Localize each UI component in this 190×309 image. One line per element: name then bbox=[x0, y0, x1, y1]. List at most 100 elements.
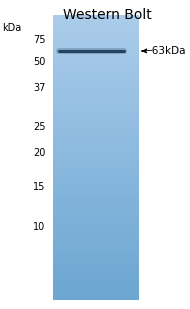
Bar bbox=[53, 134, 139, 136]
Bar bbox=[53, 261, 139, 263]
Bar bbox=[53, 280, 139, 281]
Bar bbox=[53, 132, 139, 133]
Bar bbox=[53, 95, 139, 96]
Bar bbox=[53, 60, 139, 61]
Bar bbox=[53, 285, 139, 286]
Text: 75: 75 bbox=[33, 35, 46, 45]
Bar bbox=[53, 170, 139, 171]
Bar bbox=[53, 297, 139, 298]
Bar bbox=[53, 188, 139, 189]
Bar bbox=[53, 129, 139, 130]
Bar bbox=[53, 277, 139, 278]
Bar bbox=[53, 294, 139, 295]
Bar bbox=[53, 210, 139, 212]
Bar bbox=[53, 255, 139, 256]
Bar bbox=[53, 221, 139, 222]
Bar bbox=[53, 66, 139, 68]
Bar bbox=[53, 201, 139, 202]
Bar bbox=[53, 90, 139, 91]
Bar bbox=[53, 77, 139, 78]
Bar bbox=[53, 252, 139, 253]
Bar bbox=[53, 54, 139, 55]
Bar bbox=[53, 152, 139, 153]
Bar bbox=[53, 226, 139, 228]
Bar bbox=[53, 107, 139, 108]
Bar bbox=[53, 246, 139, 248]
Bar bbox=[53, 144, 139, 145]
Bar bbox=[53, 156, 139, 158]
Bar bbox=[53, 21, 139, 22]
Bar bbox=[53, 24, 139, 25]
Bar bbox=[53, 47, 139, 49]
Bar bbox=[53, 250, 139, 252]
Bar bbox=[53, 289, 139, 290]
Bar bbox=[53, 256, 139, 257]
Bar bbox=[53, 165, 139, 166]
Bar bbox=[53, 251, 139, 252]
Bar bbox=[53, 218, 139, 219]
Bar bbox=[53, 145, 139, 146]
Bar bbox=[53, 100, 139, 102]
Bar bbox=[53, 174, 139, 176]
Bar bbox=[53, 163, 139, 164]
Bar bbox=[53, 63, 139, 65]
Bar bbox=[53, 260, 139, 261]
Bar bbox=[53, 244, 139, 246]
Bar bbox=[53, 138, 139, 140]
Bar bbox=[53, 265, 139, 266]
Bar bbox=[53, 276, 139, 277]
Bar bbox=[53, 227, 139, 229]
Bar bbox=[53, 217, 139, 218]
Bar bbox=[53, 203, 139, 204]
Bar bbox=[53, 274, 139, 275]
Bar bbox=[53, 99, 139, 101]
Bar bbox=[53, 38, 139, 39]
Bar bbox=[53, 114, 139, 115]
Bar bbox=[53, 39, 139, 40]
Bar bbox=[53, 113, 139, 114]
Bar bbox=[53, 82, 139, 83]
Bar bbox=[53, 147, 139, 148]
Bar bbox=[53, 272, 139, 273]
Bar bbox=[53, 172, 139, 174]
Bar bbox=[53, 48, 139, 49]
Bar bbox=[53, 52, 139, 53]
Bar bbox=[53, 258, 139, 259]
Bar bbox=[53, 209, 139, 210]
Bar bbox=[53, 263, 139, 265]
Bar bbox=[53, 205, 139, 206]
Bar bbox=[53, 178, 139, 180]
Bar bbox=[53, 106, 139, 107]
Bar bbox=[53, 169, 139, 170]
Bar bbox=[53, 183, 139, 184]
Bar bbox=[53, 49, 139, 50]
Bar bbox=[53, 219, 139, 220]
Bar bbox=[53, 235, 139, 236]
Bar bbox=[53, 28, 139, 29]
Bar bbox=[53, 245, 139, 247]
Bar bbox=[53, 229, 139, 231]
Bar bbox=[53, 204, 139, 205]
Bar bbox=[53, 265, 139, 267]
Bar bbox=[53, 157, 139, 159]
Text: 10: 10 bbox=[33, 222, 46, 232]
Bar bbox=[53, 155, 139, 157]
Bar bbox=[53, 111, 139, 112]
Bar bbox=[53, 85, 139, 87]
Bar bbox=[53, 253, 139, 254]
Bar bbox=[53, 88, 139, 89]
Bar bbox=[53, 158, 139, 159]
Bar bbox=[53, 18, 139, 19]
Bar bbox=[53, 292, 139, 293]
Bar bbox=[53, 206, 139, 208]
Text: 50: 50 bbox=[33, 57, 46, 67]
Bar bbox=[53, 212, 139, 214]
Bar bbox=[53, 269, 139, 270]
Bar bbox=[53, 267, 139, 269]
Bar bbox=[53, 168, 139, 169]
Bar bbox=[53, 75, 139, 76]
Bar bbox=[53, 25, 139, 26]
Bar bbox=[53, 220, 139, 221]
Bar bbox=[53, 238, 139, 239]
Bar bbox=[53, 142, 139, 143]
